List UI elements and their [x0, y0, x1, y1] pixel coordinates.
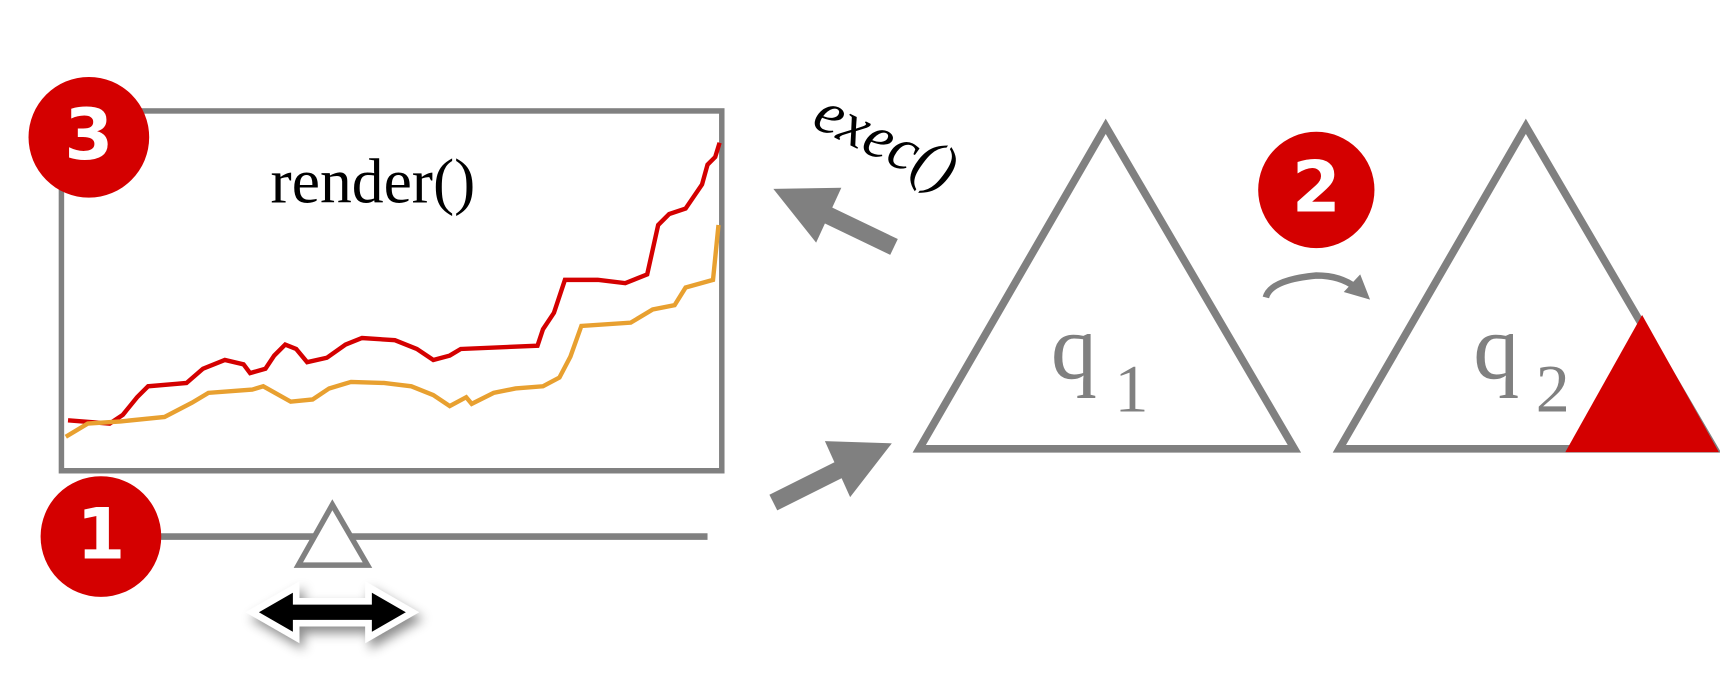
badge [1258, 131, 1375, 249]
arrow-head [1343, 274, 1371, 300]
exec-label: exec() [804, 77, 969, 204]
badge-label: 3 [64, 94, 113, 176]
badge-label: 2 [1292, 147, 1341, 229]
badge-label: 1 [76, 493, 125, 575]
slider-thumb[interactable] [293, 499, 373, 568]
node-subscript: 2 [1536, 351, 1570, 427]
transition-arrow [1262, 272, 1358, 299]
render-box [58, 108, 725, 474]
node-label: q [1473, 297, 1519, 399]
red-trace [67, 142, 722, 426]
arrow-head [773, 187, 842, 243]
badge [28, 76, 150, 198]
node-label: q [1051, 297, 1097, 399]
arrow-head [824, 441, 892, 498]
badge [40, 476, 162, 597]
marker-triangle [1565, 314, 1719, 453]
node [912, 118, 1302, 453]
drag-arrow [245, 581, 420, 644]
node-subscript: 1 [1114, 351, 1148, 427]
render-label: render() [271, 146, 476, 217]
orange-trace [64, 224, 721, 439]
